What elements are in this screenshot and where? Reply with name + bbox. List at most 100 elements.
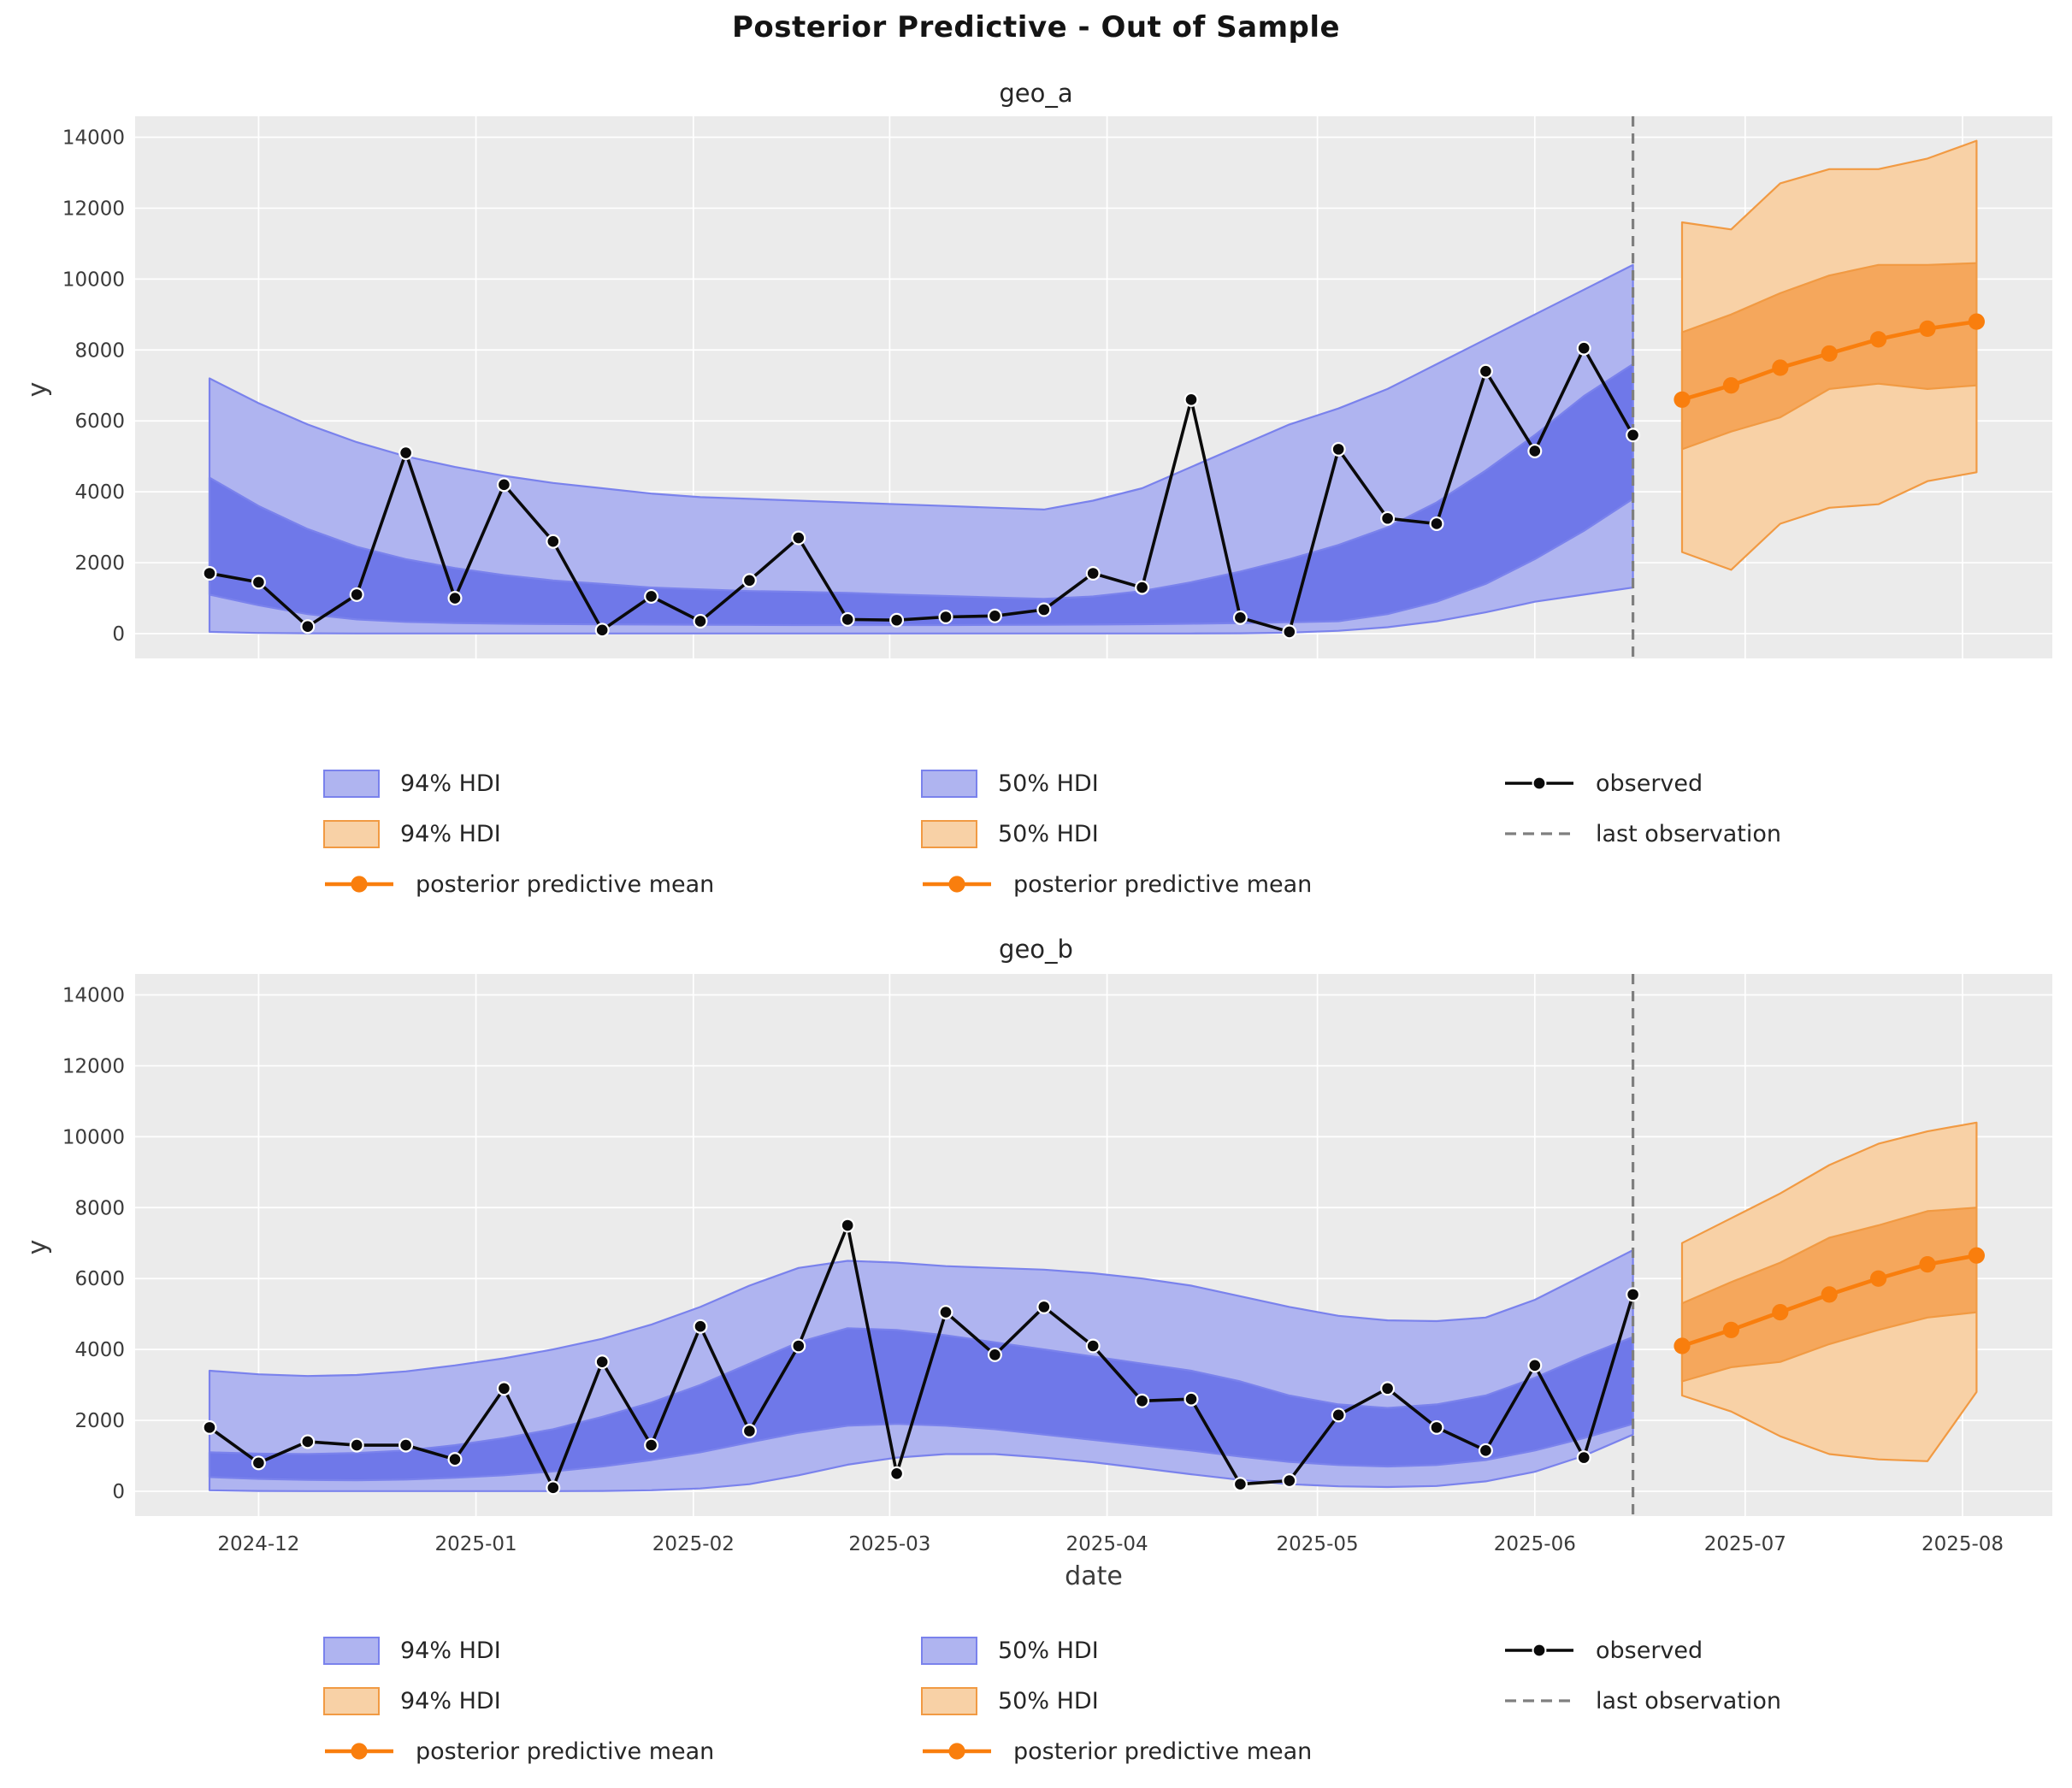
- y-tick-label-geo-a: 10000: [62, 268, 125, 291]
- observed-point-geo-b: [300, 1434, 316, 1449]
- x-tick-label: 2025-07: [1704, 1533, 1786, 1555]
- legend-label: posterior predictive mean: [416, 870, 715, 898]
- y-tick-label-geo-b: 0: [112, 1481, 125, 1503]
- last-observation-sample-icon: [1505, 1699, 1573, 1702]
- observed-point-geo-b: [398, 1437, 414, 1453]
- posterior-mean-point-geo-b: [1722, 1321, 1739, 1338]
- last-observation-sample-icon: [1505, 832, 1573, 835]
- observed-sample-icon: [1505, 776, 1573, 791]
- legend-label: 94% HDI: [400, 1687, 501, 1714]
- posterior-mean-sample-icon: [923, 876, 991, 893]
- legend-item: 94% HDI: [323, 759, 501, 807]
- legend-label: 50% HDI: [998, 1687, 1099, 1714]
- observed-point-geo-a: [1527, 443, 1543, 458]
- observed-point-geo-b: [938, 1305, 953, 1320]
- observed-point-geo-b: [1380, 1381, 1396, 1396]
- observed-line-geo-b: [208, 1224, 1635, 1490]
- hdi-orange-swatch-icon: [323, 819, 380, 848]
- legend-label: 94% HDI: [400, 770, 501, 797]
- observed-point-geo-b: [251, 1455, 266, 1471]
- observed-point-geo-a: [300, 619, 316, 634]
- observed-point-geo-b: [741, 1424, 757, 1439]
- posterior-mean-point-geo-a: [1870, 331, 1887, 348]
- observed-point-geo-b: [546, 1480, 561, 1496]
- legend-label: last observation: [1596, 820, 1781, 847]
- legend-item: posterior predictive mean: [323, 1727, 714, 1775]
- observed-point-geo-b: [1331, 1407, 1346, 1423]
- observed-point-geo-b: [987, 1347, 1002, 1362]
- posterior-mean-point-geo-b: [1821, 1286, 1838, 1303]
- subplot-title-geo-b: geo_b: [999, 935, 1073, 964]
- y-tick-label-geo-a: 2000: [74, 552, 125, 575]
- observed-point-geo-b: [1429, 1419, 1444, 1435]
- observed-point-geo-a: [1331, 441, 1346, 457]
- observed-point-geo-b: [594, 1354, 610, 1370]
- y-tick-label-geo-b: 4000: [74, 1339, 125, 1361]
- observed-point-geo-b: [1626, 1287, 1641, 1302]
- observed-point-geo-a: [1085, 566, 1101, 581]
- observed-point-geo-a: [889, 612, 905, 628]
- posterior-mean-point-geo-a: [1968, 313, 1985, 330]
- observed-point-geo-a: [1626, 428, 1641, 443]
- observed-point-geo-a: [398, 446, 414, 461]
- legend-label: 94% HDI: [400, 820, 501, 847]
- hdi-blue-swatch-icon: [921, 1636, 977, 1665]
- posterior-mean-point-geo-a: [1674, 391, 1691, 408]
- observed-point-geo-b: [202, 1419, 217, 1435]
- hdi-orange-swatch-icon: [323, 1686, 380, 1715]
- posterior-mean-point-geo-b: [1674, 1337, 1691, 1354]
- y-tick-label-geo-b: 12000: [62, 1055, 125, 1077]
- x-tick-label: 2025-05: [1277, 1533, 1359, 1555]
- legend-item: 50% HDI: [921, 810, 1099, 858]
- x-tick-label: 2024-12: [217, 1533, 299, 1555]
- posterior-mean-point-geo-b: [1919, 1256, 1936, 1273]
- observed-point-geo-a: [1576, 340, 1591, 356]
- posterior-mean-point-geo-b: [1968, 1247, 1985, 1264]
- observed-point-geo-a: [1478, 363, 1493, 379]
- subplot-title-geo-a: geo_a: [999, 79, 1073, 108]
- observed-point-geo-b: [1232, 1477, 1248, 1492]
- x-tick-label: 2025-06: [1494, 1533, 1576, 1555]
- legend-label: 50% HDI: [998, 770, 1099, 797]
- hdi-orange-swatch-icon: [921, 819, 977, 848]
- observed-point-geo-a: [1282, 624, 1297, 640]
- observed-point-geo-a: [1232, 610, 1248, 625]
- legend-item: last observation: [1503, 810, 1781, 858]
- legend-item: posterior predictive mean: [323, 860, 714, 908]
- posterior-mean-sample-icon: [923, 1743, 991, 1760]
- x-axis-label: date: [1065, 1561, 1123, 1591]
- observed-point-geo-b: [1085, 1338, 1101, 1354]
- observed-point-geo-a: [791, 530, 806, 546]
- x-tick-label: 2025-01: [435, 1533, 517, 1555]
- y-tick-label-geo-a: 0: [112, 623, 125, 646]
- observed-point-geo-a: [447, 591, 463, 606]
- y-tick-label-geo-a: 6000: [74, 410, 125, 433]
- legend-label: observed: [1596, 770, 1703, 797]
- y-tick-label-geo-a: 12000: [62, 198, 125, 220]
- observed-point-geo-a: [546, 534, 561, 549]
- y-tick-label-geo-a: 14000: [62, 127, 125, 149]
- y-tick-label-geo-a: 4000: [74, 481, 125, 504]
- observed-point-geo-b: [693, 1319, 708, 1334]
- y-axis-label-geo-b: y: [22, 1239, 53, 1255]
- y-tick-label-geo-b: 8000: [74, 1197, 125, 1219]
- y-tick-label-geo-b: 14000: [62, 984, 125, 1006]
- observed-point-geo-a: [1380, 510, 1396, 526]
- observed-point-geo-a: [1184, 392, 1199, 407]
- observed-point-geo-b: [1135, 1393, 1150, 1408]
- posterior-mean-point-geo-a: [1919, 320, 1936, 338]
- observed-point-geo-a: [741, 573, 757, 588]
- legend-item: 94% HDI: [323, 1677, 501, 1725]
- observed-point-geo-a: [693, 613, 708, 628]
- posterior-mean-point-geo-a: [1772, 359, 1789, 376]
- legend-label: last observation: [1596, 1687, 1781, 1714]
- posterior-mean-point-geo-b: [1870, 1270, 1887, 1287]
- hdi-blue-swatch-icon: [323, 769, 380, 798]
- hdi-blue-swatch-icon: [921, 769, 977, 798]
- legend-item: posterior predictive mean: [921, 860, 1312, 908]
- observed-point-geo-a: [1135, 580, 1150, 595]
- posterior-mean-point-geo-a: [1821, 345, 1838, 363]
- observed-point-geo-b: [791, 1338, 806, 1354]
